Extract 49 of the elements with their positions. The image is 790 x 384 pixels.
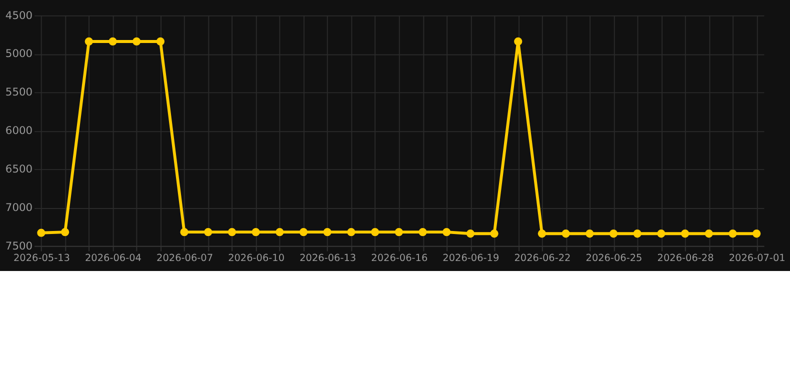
point bbox=[252, 228, 260, 236]
point bbox=[704, 230, 713, 238]
point bbox=[728, 230, 737, 238]
point bbox=[84, 37, 93, 46]
y-tick-label: 5000 bbox=[5, 47, 33, 60]
point bbox=[538, 230, 546, 238]
point bbox=[442, 228, 451, 236]
y-tick-label: 5500 bbox=[5, 86, 33, 99]
x-tick-label: 2026-06-13 bbox=[300, 253, 356, 264]
point bbox=[633, 230, 642, 238]
point bbox=[394, 228, 403, 236]
point bbox=[228, 228, 236, 236]
y-tick-label: 7000 bbox=[5, 200, 33, 214]
point bbox=[680, 230, 690, 238]
point bbox=[132, 37, 141, 46]
y-tick-label: 4500 bbox=[5, 8, 33, 22]
x-tick-label: 2026-05-13 bbox=[13, 253, 70, 264]
point bbox=[180, 228, 188, 236]
point bbox=[752, 230, 761, 238]
point bbox=[347, 228, 356, 236]
point bbox=[204, 228, 212, 236]
y-tick-label: 7500 bbox=[5, 239, 33, 252]
x-tick-label: 2026-06-22 bbox=[514, 253, 571, 264]
point bbox=[299, 228, 308, 236]
y-tick-label: 6000 bbox=[5, 124, 33, 138]
point bbox=[586, 230, 594, 238]
point bbox=[514, 37, 522, 46]
point bbox=[323, 228, 332, 236]
point bbox=[466, 230, 474, 238]
point bbox=[370, 228, 380, 236]
point bbox=[562, 230, 570, 238]
point bbox=[418, 228, 427, 236]
point bbox=[609, 230, 618, 238]
x-tick-label: 2026-06-25 bbox=[586, 253, 642, 264]
y-tick-label: 6500 bbox=[5, 162, 33, 176]
x-tick-label: 2026-06-19 bbox=[442, 253, 500, 264]
point bbox=[108, 37, 117, 46]
point bbox=[37, 228, 46, 237]
x-tick-label: 2026-07-01 bbox=[728, 253, 786, 264]
x-tick-label: 2026-06-10 bbox=[228, 253, 285, 264]
point bbox=[657, 230, 666, 238]
x-tick-label: 2026-06-16 bbox=[371, 253, 428, 264]
point bbox=[60, 228, 70, 236]
point bbox=[276, 228, 284, 236]
x-tick-label: 2026-06-07 bbox=[156, 253, 214, 264]
x-tick-label: 2026-06-04 bbox=[84, 253, 142, 264]
point bbox=[156, 37, 165, 46]
x-tick-label: 2026-06-28 bbox=[657, 253, 714, 264]
point bbox=[490, 230, 498, 238]
